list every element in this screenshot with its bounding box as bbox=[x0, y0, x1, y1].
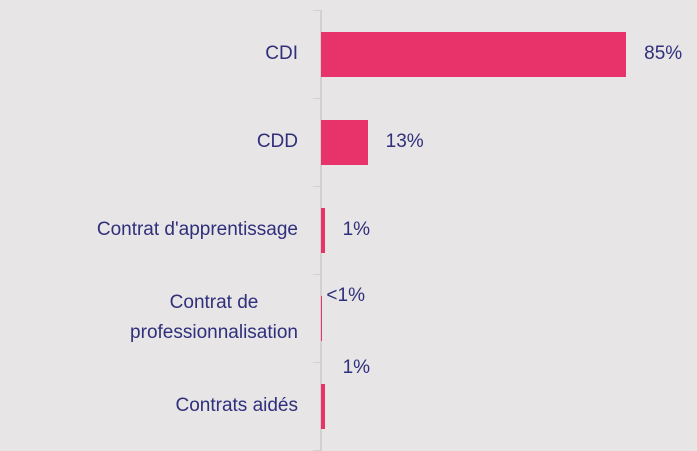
value-label: 13% bbox=[385, 131, 424, 152]
category-label: CDD bbox=[256, 131, 298, 152]
value-label: 1% bbox=[342, 357, 371, 378]
bar bbox=[321, 383, 325, 429]
value-label: 85% bbox=[644, 43, 683, 64]
value-label: <1% bbox=[326, 285, 365, 306]
bar bbox=[321, 207, 325, 253]
bar bbox=[321, 119, 368, 165]
axis-tick bbox=[313, 362, 321, 363]
bar bbox=[321, 295, 323, 341]
bar bbox=[321, 31, 627, 77]
axis-tick bbox=[313, 10, 321, 11]
category-label: Contrat de professionnalisation bbox=[130, 292, 298, 343]
category-label: Contrat d'apprentissage bbox=[96, 219, 298, 240]
axis-tick bbox=[313, 186, 321, 187]
axis-tick bbox=[313, 98, 321, 99]
category-label: CDI bbox=[265, 43, 298, 64]
category-label: Contrats aidés bbox=[175, 395, 298, 416]
axis-tick bbox=[313, 274, 321, 275]
value-label: 1% bbox=[342, 219, 371, 240]
